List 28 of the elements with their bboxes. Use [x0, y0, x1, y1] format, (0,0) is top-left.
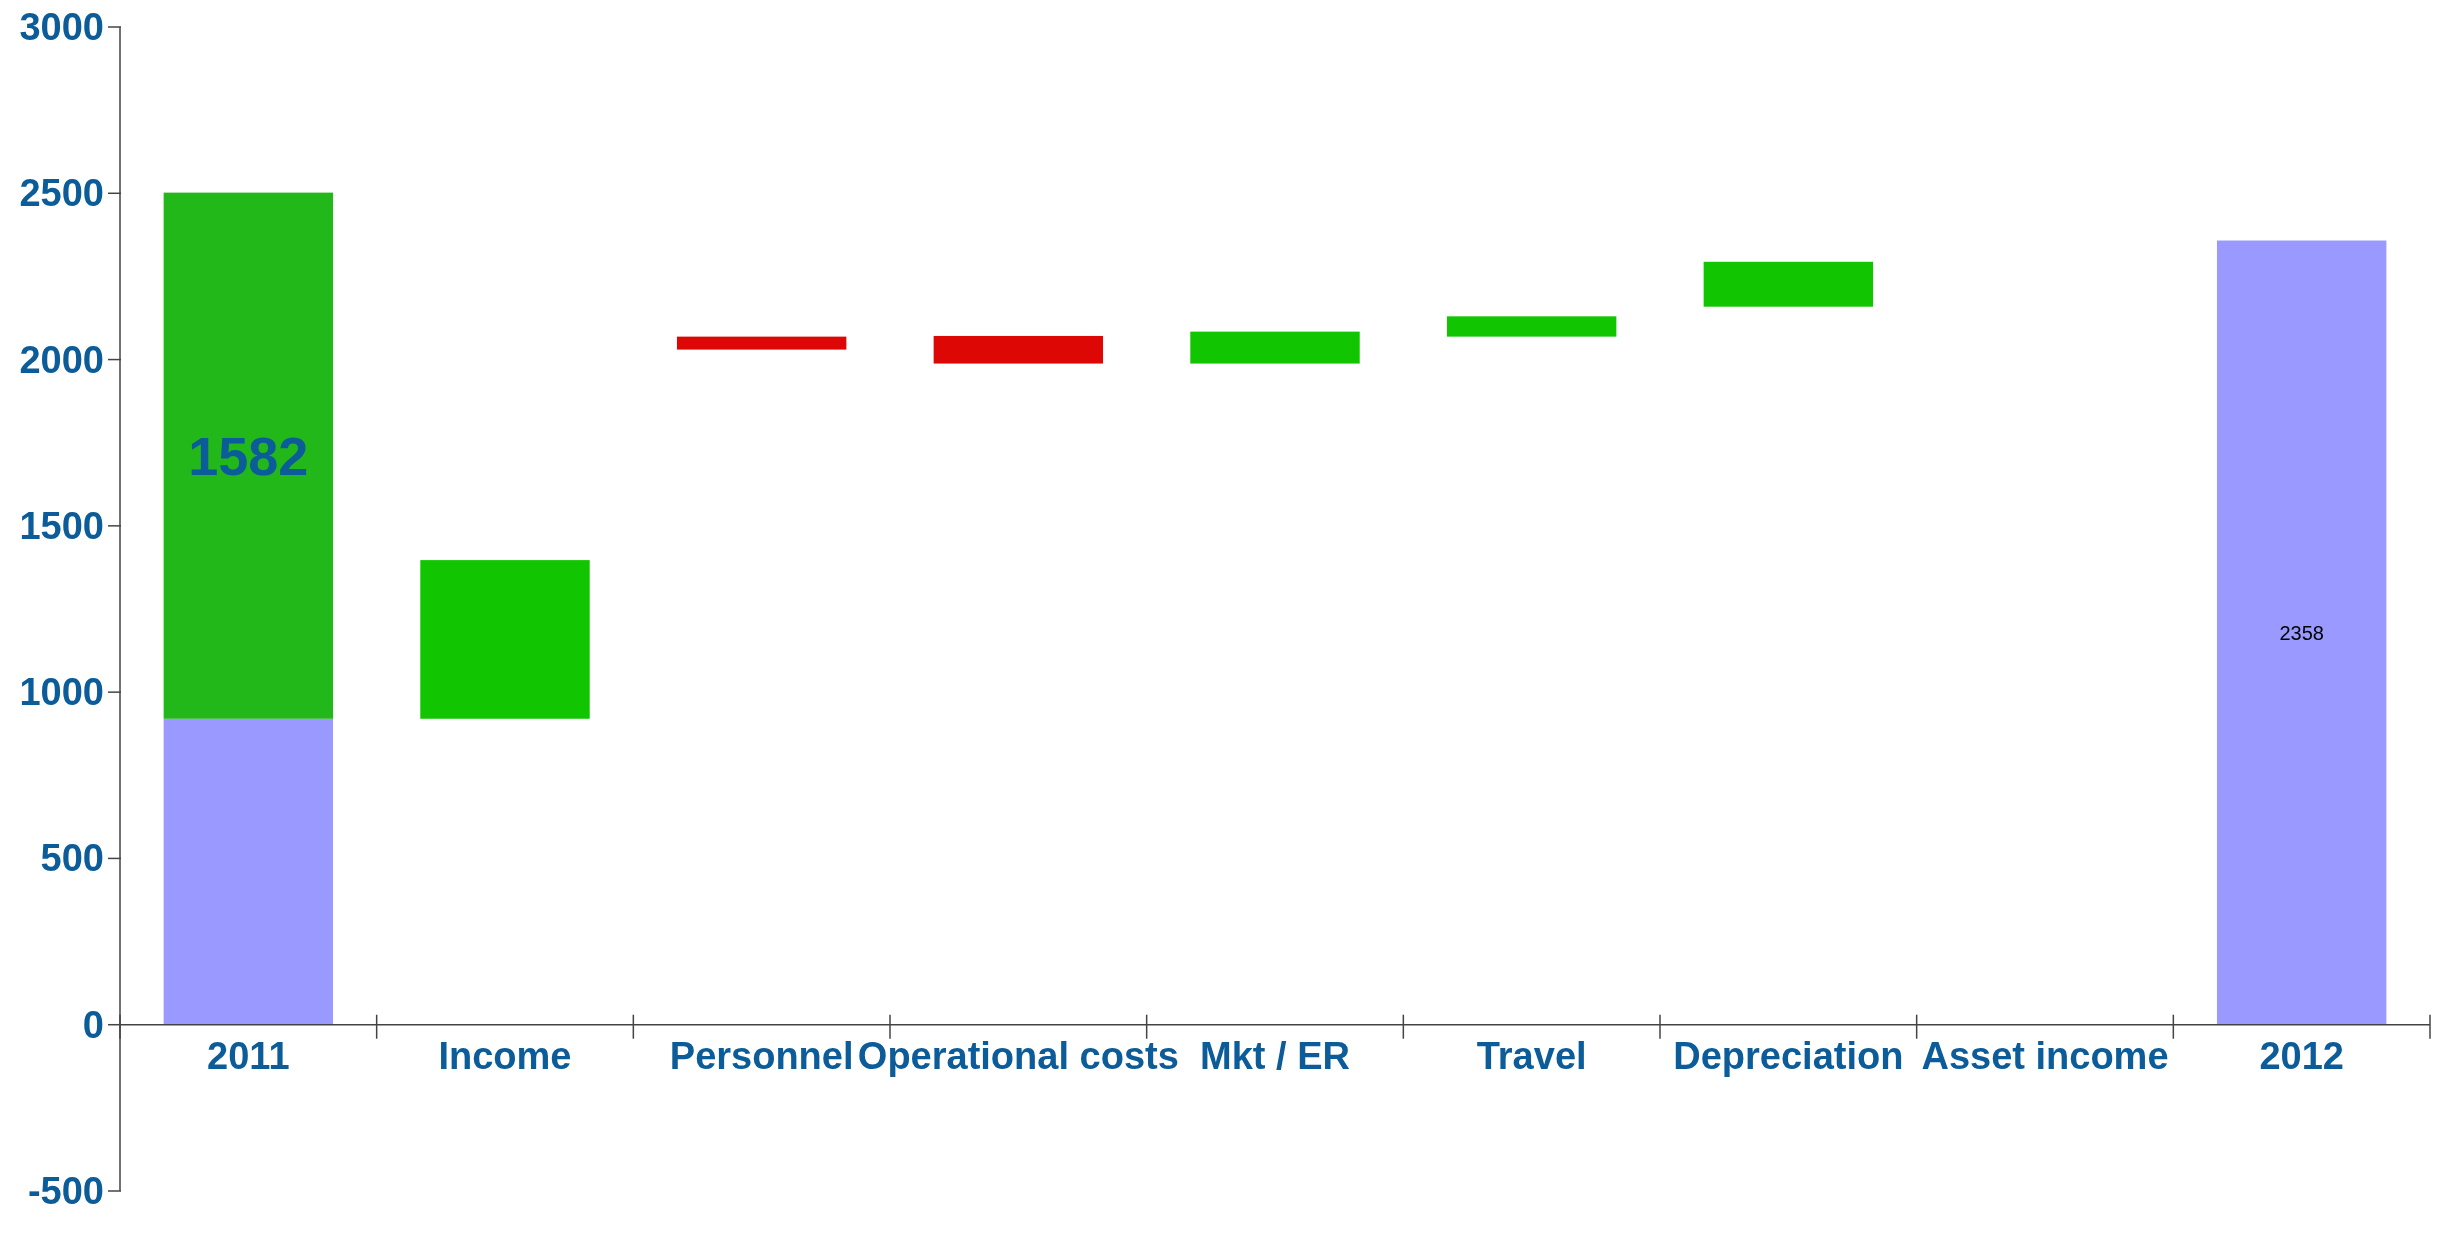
bar: [1703, 261, 1874, 307]
y-tick-label: 2500: [19, 172, 104, 215]
y-tick-label: 1000: [19, 671, 104, 714]
data-label: 2358: [2279, 621, 2324, 644]
bar: [676, 336, 847, 350]
y-tick-label: 0: [82, 1003, 104, 1046]
x-tick-label: 2012: [2259, 1034, 2344, 1077]
x-tick-label: 2011: [207, 1034, 290, 1077]
bar: [1446, 316, 1617, 337]
x-tick-label: Asset income: [1921, 1034, 2169, 1077]
bar: [2216, 240, 2387, 1025]
x-tick-label: Mkt / ER: [1200, 1034, 1350, 1077]
bar: [163, 192, 334, 719]
bar: [163, 718, 334, 1025]
x-tick-label: Travel: [1476, 1034, 1587, 1077]
bar: [933, 335, 1104, 364]
x-tick-label: Personnel: [669, 1034, 854, 1077]
x-tick-label: Operational costs: [857, 1034, 1179, 1077]
y-tick-label: 1500: [19, 504, 104, 547]
x-tick-label: Depreciation: [1673, 1034, 1904, 1077]
data-label: 1582: [188, 425, 309, 486]
y-tick-label: 500: [40, 837, 104, 880]
x-tick-label: Income: [438, 1034, 572, 1077]
bar: [420, 560, 590, 719]
y-tick-label: 2000: [19, 338, 104, 381]
y-tick-label: 3000: [19, 6, 104, 48]
y-tick-label: -500: [27, 1170, 104, 1212]
bar: [1190, 331, 1360, 364]
